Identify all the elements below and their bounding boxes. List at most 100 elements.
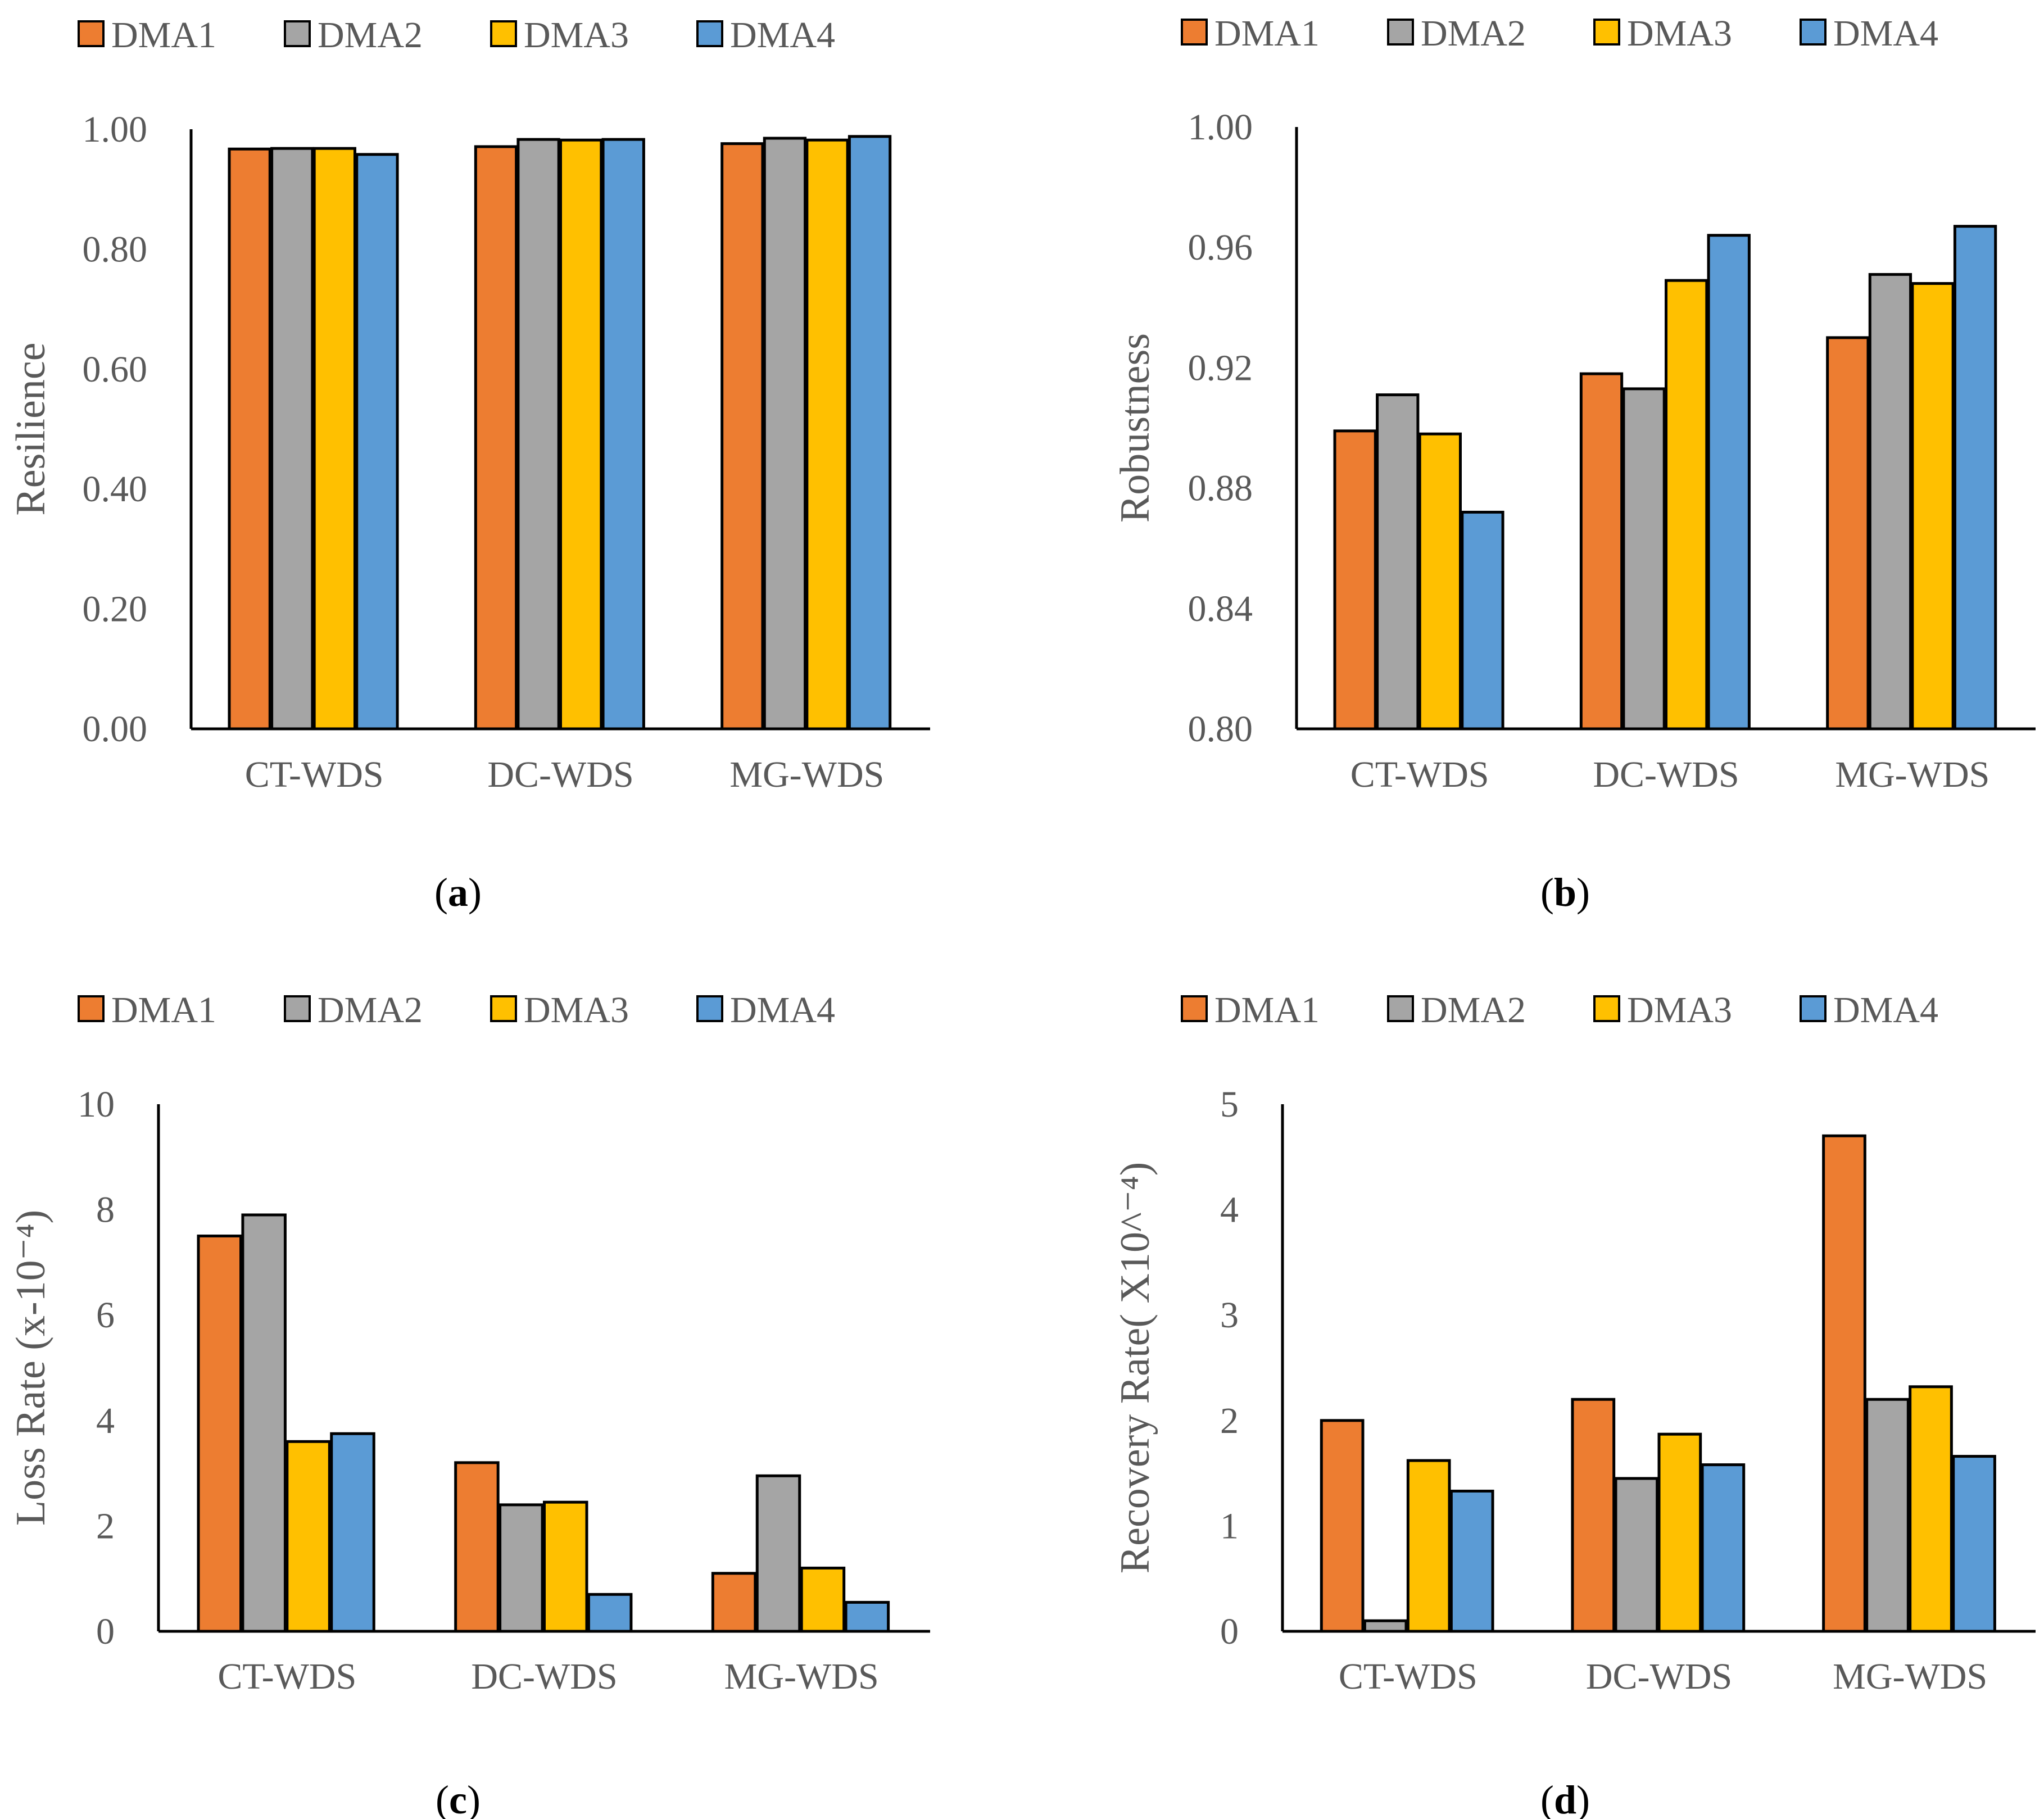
legend-label-dma3: DMA3 xyxy=(1627,990,1732,1031)
bar-dma3-dc-wds xyxy=(1665,279,1708,731)
y-tick-label: 4 xyxy=(96,1400,115,1441)
bar-dma3-ct-wds xyxy=(285,1440,331,1633)
y-axis-title: Robustness xyxy=(1112,333,1158,523)
bar-dma1-mg-wds xyxy=(711,1572,757,1633)
bar-dma3-mg-wds xyxy=(800,1566,846,1633)
y-tick-label: 1 xyxy=(1220,1505,1239,1546)
bar-dma4-dc-wds xyxy=(587,1593,633,1633)
bar-dma4-dc-wds xyxy=(1707,234,1751,731)
bar-dma3-ct-wds xyxy=(1406,1459,1451,1633)
bar-dma1-dc-wds xyxy=(474,145,518,731)
legend-swatch-dma3 xyxy=(490,20,517,47)
legend-label-dma1: DMA1 xyxy=(111,990,216,1031)
bar-dma1-mg-wds xyxy=(1822,1134,1866,1633)
legend-swatch-dma1 xyxy=(78,995,105,1022)
bar-dma4-mg-wds xyxy=(1953,225,1997,731)
x-category-label: DC-WDS xyxy=(487,754,633,795)
bar-dma1-ct-wds xyxy=(1320,1419,1365,1633)
bar-dma2-ct-wds xyxy=(1376,393,1420,731)
legend-swatch-dma3 xyxy=(1593,19,1620,46)
y-tick-label: 6 xyxy=(96,1295,115,1336)
bar-dma4-ct-wds xyxy=(1461,510,1504,731)
bar-dma4-dc-wds xyxy=(1701,1463,1746,1633)
x-category-label: CT-WDS xyxy=(245,754,384,795)
bar-dma1-mg-wds xyxy=(720,142,764,731)
x-category-label: DC-WDS xyxy=(1586,1656,1732,1697)
bar-dma3-dc-wds xyxy=(1657,1432,1702,1633)
legend-label-dma4: DMA4 xyxy=(730,990,835,1031)
legend-label-dma3: DMA3 xyxy=(1627,13,1732,54)
bar-dma4-ct-wds xyxy=(330,1432,375,1633)
y-tick-label: 2 xyxy=(1220,1400,1239,1441)
y-tick-label: 0.96 xyxy=(1188,227,1253,268)
y-axis-title: Resilience xyxy=(8,342,54,515)
legend-swatch-dma1 xyxy=(78,20,105,47)
y-tick-label: 4 xyxy=(1220,1190,1239,1231)
legend-label-dma2: DMA2 xyxy=(318,15,423,56)
chart-panel-a: DMA1 DMA2 DMA3 DMA4 0.00 0.20 0.40 0.60 0.80 1.00… xyxy=(8,15,930,915)
y-tick-label: 1.00 xyxy=(83,109,148,150)
bar-dma4-mg-wds xyxy=(847,135,892,731)
bar-dma2-ct-wds xyxy=(270,147,314,731)
bar-dma2-dc-wds xyxy=(498,1503,544,1633)
bar-dma4-ct-wds xyxy=(355,153,399,731)
legend-swatch-dma1 xyxy=(1181,995,1208,1022)
bar-dma4-mg-wds xyxy=(1952,1455,1996,1633)
legend-label-dma4: DMA4 xyxy=(730,15,835,56)
bar-dma1-mg-wds xyxy=(1826,336,1870,731)
y-tick-label: 5 xyxy=(1220,1084,1239,1125)
legend: DMA1 DMA2 DMA3 DMA4 xyxy=(78,990,835,1031)
legend-swatch-dma2 xyxy=(284,995,311,1022)
bar-dma3-mg-wds xyxy=(805,138,849,731)
panel-label: (b) xyxy=(1540,870,1590,915)
bar-dma1-dc-wds xyxy=(1571,1398,1616,1633)
y-tick-label: 0.20 xyxy=(83,589,148,630)
bar-dma3-mg-wds xyxy=(1909,1385,1953,1633)
legend: DMA1 DMA2 DMA3 DMA4 xyxy=(78,15,835,56)
legend-label-dma1: DMA1 xyxy=(1214,990,1320,1031)
legend-swatch-dma2 xyxy=(1387,19,1414,46)
legend-swatch-dma4 xyxy=(696,995,723,1022)
x-category-label: CT-WDS xyxy=(1339,1656,1478,1697)
y-tick-label: 1.00 xyxy=(1188,107,1253,148)
y-tick-label: 2 xyxy=(96,1505,115,1546)
bar-dma1-ct-wds xyxy=(1333,429,1377,731)
legend-label-dma3: DMA3 xyxy=(524,990,629,1031)
legend-swatch-dma3 xyxy=(1593,995,1620,1022)
legend-label-dma2: DMA2 xyxy=(318,990,423,1031)
y-tick-label: 0 xyxy=(1220,1611,1239,1652)
bar-dma4-ct-wds xyxy=(1449,1489,1494,1633)
x-category-label: MG-WDS xyxy=(1833,1656,1987,1697)
bar-dma3-dc-wds xyxy=(559,138,603,731)
x-category-label: CT-WDS xyxy=(1350,754,1489,795)
bar-dma3-ct-wds xyxy=(312,147,356,731)
bar-dma1-ct-wds xyxy=(197,1235,243,1633)
y-tick-label: 0.00 xyxy=(83,709,148,750)
bar-dma3-ct-wds xyxy=(1418,432,1462,731)
legend-swatch-dma4 xyxy=(1800,995,1827,1022)
x-category-label: MG-WDS xyxy=(1835,754,1989,795)
bar-dma2-dc-wds xyxy=(516,138,560,731)
panel-label: (d) xyxy=(1540,1777,1590,1819)
bar-dma2-mg-wds xyxy=(1868,273,1912,731)
chart-panel-d: DMA1 DMA2 DMA3 DMA4 0 1 2 3 4 5 Recovery Rate( X10… xyxy=(1112,990,2036,1819)
legend: DMA1 DMA2 DMA3 DMA4 xyxy=(1181,13,1938,54)
y-axis-title: Loss Rate (x-10⁻⁴) xyxy=(8,1210,54,1526)
bar-dma2-mg-wds xyxy=(755,1474,801,1633)
bar-dma2-ct-wds xyxy=(1363,1619,1408,1633)
bar-dma4-dc-wds xyxy=(601,138,645,731)
x-category-label: MG-WDS xyxy=(729,754,884,795)
legend-swatch-dma1 xyxy=(1181,19,1208,46)
legend-label-dma1: DMA1 xyxy=(1214,13,1320,54)
y-tick-label: 10 xyxy=(78,1084,115,1125)
x-category-label: DC-WDS xyxy=(1593,754,1739,795)
legend-label-dma4: DMA4 xyxy=(1833,990,1938,1031)
x-category-label: DC-WDS xyxy=(471,1656,617,1697)
bar-dma1-ct-wds xyxy=(228,147,271,731)
bar-dma2-mg-wds xyxy=(763,137,807,731)
y-tick-label: 0.80 xyxy=(83,229,148,270)
y-tick-label: 0.88 xyxy=(1188,468,1253,509)
legend-label-dma2: DMA2 xyxy=(1421,990,1526,1031)
y-tick-label: 0.92 xyxy=(1188,347,1253,388)
